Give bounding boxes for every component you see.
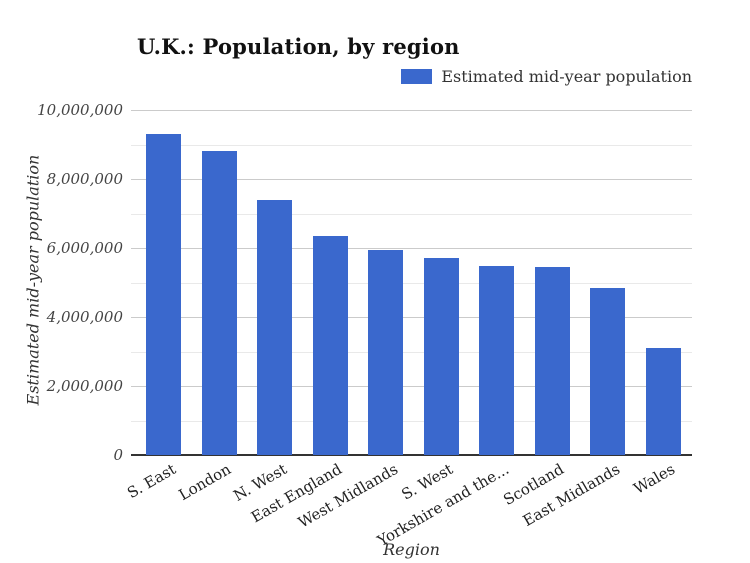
minor-gridline xyxy=(131,144,692,146)
legend-swatch xyxy=(401,68,433,84)
bar[interactable] xyxy=(368,249,403,455)
minor-gridline xyxy=(131,351,692,353)
bar[interactable] xyxy=(146,134,181,455)
x-tick-label: Wales xyxy=(630,460,678,498)
chart-title: U.K.: Population, by region xyxy=(137,34,460,59)
major-gridline xyxy=(131,248,692,249)
bar[interactable] xyxy=(479,265,514,455)
y-tick-label: 4,000,000 xyxy=(46,308,123,326)
minor-gridline xyxy=(131,282,692,284)
major-gridline xyxy=(131,110,692,111)
plot-area: S. East London N. West East England West Mid… xyxy=(124,110,692,550)
legend-label: Estimated mid-year population xyxy=(441,66,692,86)
major-gridline xyxy=(131,179,692,180)
y-tick-label: 2,000,000 xyxy=(46,377,123,395)
y-tick-label: 6,000,000 xyxy=(46,239,123,257)
y-tick-label: 8,000,000 xyxy=(46,170,123,188)
bar[interactable] xyxy=(645,348,681,455)
bar[interactable] xyxy=(257,199,292,455)
x-tick-label: London xyxy=(175,460,234,505)
legend-item[interactable]: Estimated mid-year population xyxy=(401,66,692,86)
bar[interactable] xyxy=(534,266,570,455)
minor-gridline xyxy=(131,213,692,215)
bar[interactable] xyxy=(590,287,625,455)
bar[interactable] xyxy=(201,151,237,455)
major-gridline xyxy=(131,317,692,318)
minor-gridline xyxy=(131,420,692,422)
y-tick-label: 0 xyxy=(113,446,123,464)
bar[interactable] xyxy=(423,258,459,455)
major-gridline xyxy=(131,386,692,387)
x-tick-label: East Midlands xyxy=(519,460,623,531)
bar[interactable] xyxy=(312,235,348,455)
x-tick-label: West Midlands xyxy=(294,460,401,532)
x-axis-title: Region xyxy=(383,540,440,559)
x-axis-line xyxy=(131,454,692,456)
x-tick-label: S. East xyxy=(123,460,179,503)
y-tick-label: 10,000,000 xyxy=(37,101,123,119)
y-axis-title: Estimated mid-year population xyxy=(23,154,43,406)
